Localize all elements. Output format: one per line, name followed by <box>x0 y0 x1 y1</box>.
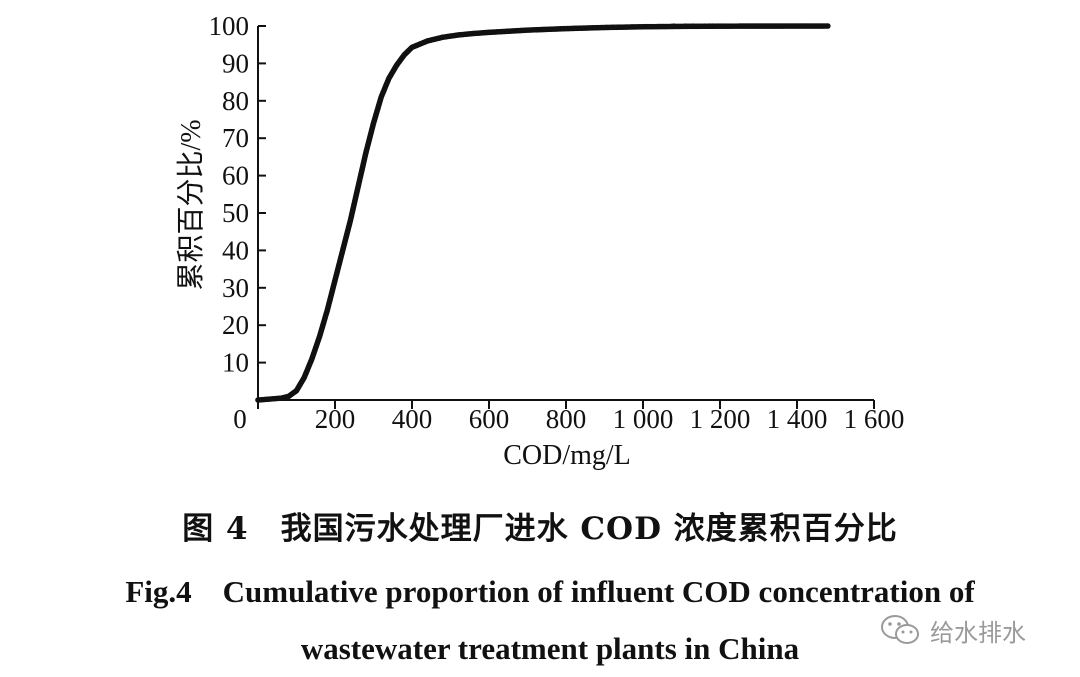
figure-caption-english-line2: wastewater treatment plants in China <box>300 631 800 666</box>
y-tick-label: 70 <box>222 123 249 153</box>
figure-caption-chinese: 图 4 我国污水处理厂进水 COD 浓度累积百分比 <box>182 511 898 547</box>
x-tick-label: 400 <box>392 404 433 434</box>
x-tick-label: 200 <box>315 404 356 434</box>
y-tick-label: 90 <box>222 48 249 78</box>
y-tick-label: 10 <box>222 348 249 378</box>
y-tick-label: 100 <box>209 11 250 41</box>
y-axis: 10 20 30 40 50 60 70 80 90 100 <box>209 11 266 401</box>
wechat-icon <box>881 615 919 644</box>
outlier-point <box>671 23 677 29</box>
outlier-point <box>744 23 750 29</box>
x-axis-title: COD/mg/L <box>503 440 631 471</box>
cod-cumulative-chart: 10 20 30 40 50 60 70 80 90 100 0 200 400 600 800 1 000… <box>175 11 905 471</box>
x-tick-label: 1 400 <box>767 404 828 434</box>
watermark: 给水排水 <box>878 610 1026 650</box>
outlier-point <box>682 23 688 29</box>
figure-caption-english: Fig.4 Cumulative proportion of influent … <box>40 563 1060 677</box>
outlier-point <box>825 23 831 29</box>
outlier-point <box>719 23 725 29</box>
outlier-point <box>709 23 715 29</box>
outlier-point <box>807 23 814 29</box>
y-tick-label: 60 <box>222 161 249 191</box>
x-tick-label: 1 600 <box>844 404 905 434</box>
y-tick-label: 50 <box>222 198 249 228</box>
y-axis-title: 累积百分比/% <box>175 119 207 290</box>
y-tick-label: 30 <box>222 273 249 303</box>
x-tick-label: 1 000 <box>613 404 674 434</box>
watermark-text: 给水排水 <box>930 618 1026 647</box>
y-tick-label: 80 <box>222 86 249 116</box>
outlier-point <box>798 23 804 29</box>
outlier-point <box>790 23 796 29</box>
outlier-point <box>715 23 721 29</box>
y-tick-label: 40 <box>222 235 249 265</box>
x-tick-label: 600 <box>469 404 510 434</box>
figure-caption-english-line1: Fig.4 Cumulative proportion of influent … <box>125 574 975 609</box>
y-tick-label: 20 <box>222 310 249 340</box>
x-tick-label: 800 <box>546 404 587 434</box>
outlier-point <box>802 23 808 29</box>
outlier-point <box>702 23 708 29</box>
x-tick-label: 1 200 <box>690 404 751 434</box>
plot-area <box>255 23 831 403</box>
outlier-point <box>690 23 696 29</box>
data-series <box>255 23 831 403</box>
x-axis: 0 200 400 600 800 1 000 1 200 1 400 1 600 <box>233 399 905 434</box>
x-tick-label: 0 <box>233 404 247 434</box>
